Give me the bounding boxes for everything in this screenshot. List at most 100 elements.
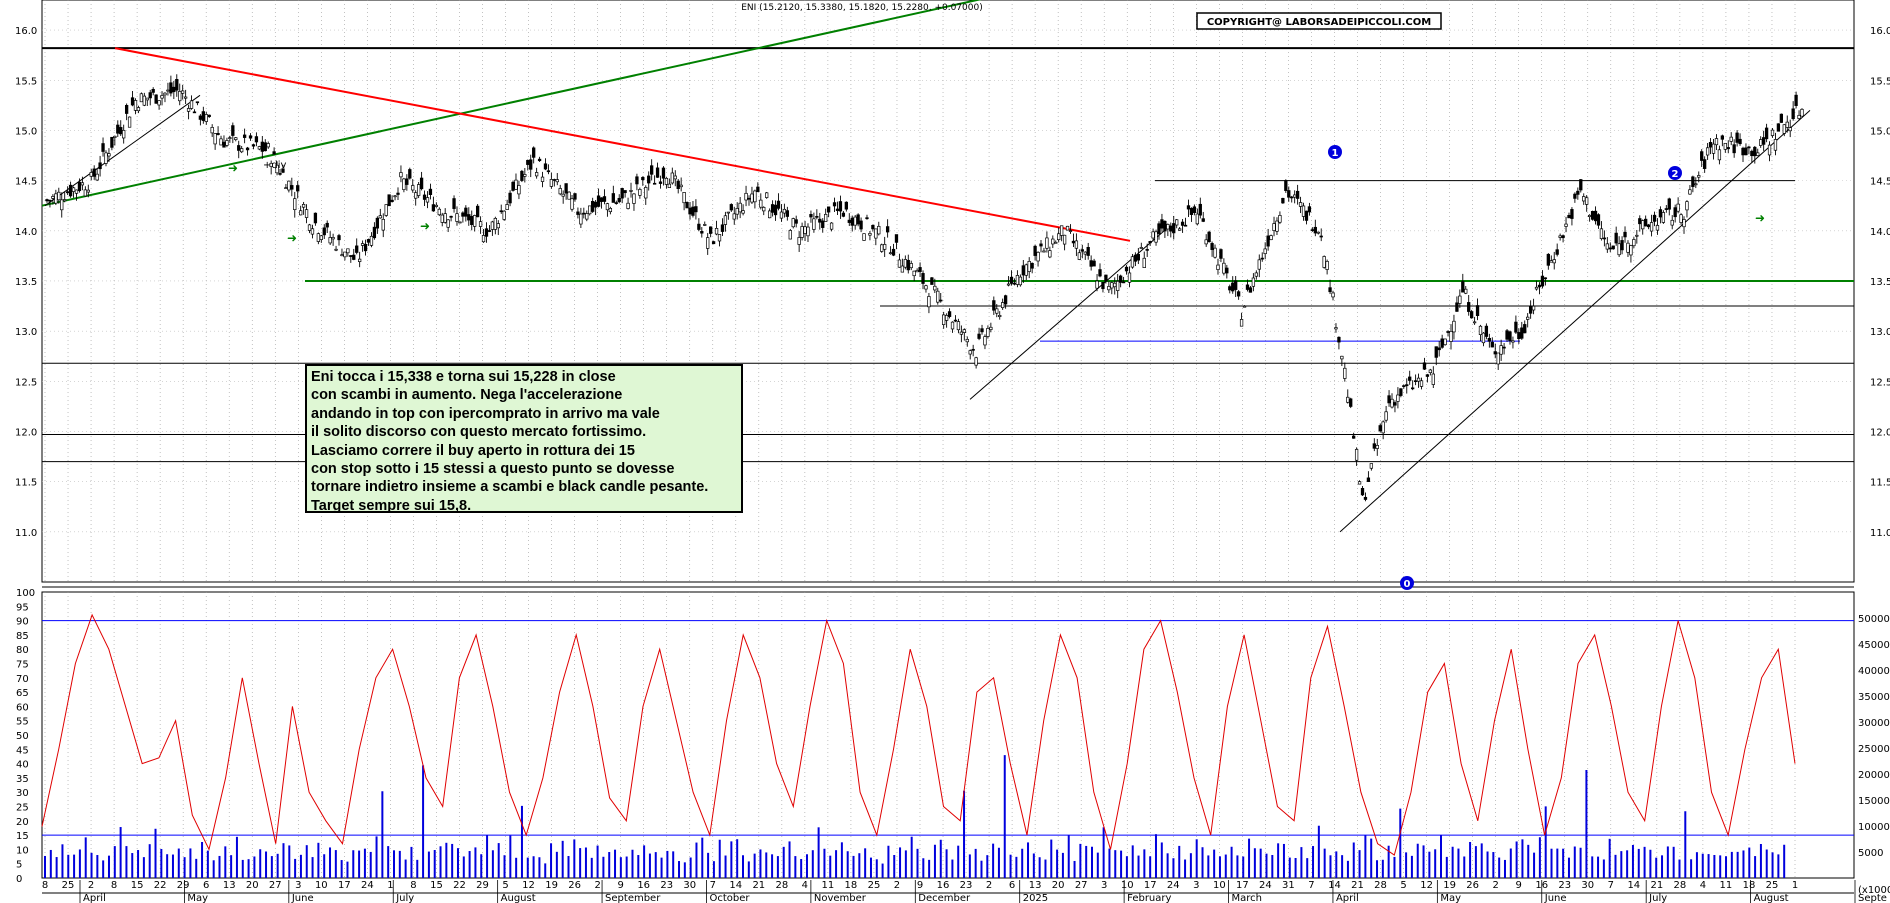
candle-body xyxy=(1776,123,1781,132)
candle-body xyxy=(378,215,382,219)
trendline-red xyxy=(114,47,1131,242)
candle-body xyxy=(977,333,981,339)
oscillator-panel: 0510152025303540455055606570758085909510… xyxy=(16,588,1890,896)
x-tick-label: 16 xyxy=(937,880,950,891)
candle-body xyxy=(1408,376,1412,381)
candle-body xyxy=(1543,277,1548,280)
candle-body xyxy=(1136,253,1140,261)
note-line: Lasciamo correre il buy aperto in rottur… xyxy=(311,442,635,459)
wave-marker xyxy=(1328,145,1342,159)
note-line: tornare indietro insieme a scambi e blac… xyxy=(311,479,709,496)
x-tick-label: 28 xyxy=(1674,880,1687,891)
candle-body xyxy=(617,197,621,203)
candle-body xyxy=(623,190,627,194)
candle-body xyxy=(664,177,669,185)
month-label: June xyxy=(291,893,314,903)
candle-body xyxy=(1759,139,1763,146)
volume-y-tick: 10000 xyxy=(1858,822,1890,833)
candle-body xyxy=(1363,496,1368,500)
candle-body xyxy=(552,179,556,181)
candle-body xyxy=(1060,225,1064,236)
candle-body xyxy=(1192,206,1197,213)
candle-body xyxy=(461,212,465,217)
candle-body xyxy=(251,144,256,147)
x-tick-label: 12 xyxy=(522,880,535,891)
candle-body xyxy=(473,215,477,227)
candle-body xyxy=(1054,241,1058,244)
x-tick-label: 30 xyxy=(683,880,696,891)
x-tick-label: 24 xyxy=(361,880,374,891)
candle-body xyxy=(1638,218,1642,225)
candle-body xyxy=(340,254,344,257)
y-tick-right: 15.5 xyxy=(1870,76,1890,87)
candle-body xyxy=(1021,265,1025,276)
candle-body xyxy=(1278,215,1282,223)
osc-y-tick: 80 xyxy=(16,645,29,656)
x-tick-label: 29 xyxy=(476,880,489,891)
candle-body xyxy=(166,89,170,92)
candle-body xyxy=(658,181,663,184)
candle-body xyxy=(1461,281,1465,293)
candle-body xyxy=(1033,245,1037,256)
candle-body xyxy=(791,218,795,228)
candle-body xyxy=(1340,355,1344,360)
candle-body xyxy=(865,217,869,220)
candle-body xyxy=(1590,211,1595,220)
candle-body xyxy=(124,104,129,114)
candle-body xyxy=(1649,222,1654,232)
candle-body xyxy=(871,224,875,230)
candle-body xyxy=(1001,302,1005,309)
candle-body xyxy=(962,329,966,333)
candle-body xyxy=(1411,387,1415,390)
candle-body xyxy=(564,183,568,194)
candle-body xyxy=(107,153,111,157)
x-tick-label: 8 xyxy=(410,880,416,891)
x-tick-label: 2 xyxy=(88,880,94,891)
candle-body xyxy=(1183,224,1188,227)
candle-body xyxy=(614,202,618,204)
candle-body xyxy=(1142,257,1146,268)
candle-body xyxy=(1257,259,1261,270)
x-tick-label: 11 xyxy=(822,880,835,891)
month-label: June xyxy=(1544,893,1567,903)
candle-body xyxy=(470,216,474,225)
candle-body xyxy=(1419,380,1424,387)
candle-body xyxy=(1593,210,1598,222)
osc-y-tick: 25 xyxy=(16,803,29,814)
candle-body xyxy=(626,202,630,209)
candle-body xyxy=(1272,223,1276,231)
candle-body xyxy=(998,314,1002,318)
candle-body xyxy=(1366,477,1371,482)
candle-body xyxy=(1116,281,1120,291)
candle-body xyxy=(411,185,415,191)
month-label: November xyxy=(814,893,867,903)
candle-body xyxy=(210,127,214,134)
candle-body xyxy=(756,186,760,192)
candle-body xyxy=(1186,205,1191,210)
candle-body xyxy=(1452,320,1456,333)
x-tick-label: 2 xyxy=(986,880,992,891)
candle-body xyxy=(1219,249,1223,259)
candle-body xyxy=(1605,243,1609,250)
candle-body xyxy=(835,208,840,211)
note-line: con scambi in aumento. Nega l'accelerazi… xyxy=(311,387,623,404)
x-tick-label: 25 xyxy=(62,880,75,891)
candle-body xyxy=(608,208,613,213)
price-axis-ticks: 11.0 11.0 11.5 11.5 12.0 12.0 12.5 12.5 13.0 13.0… xyxy=(15,26,1890,539)
candle-body xyxy=(950,321,955,330)
candle-body xyxy=(475,205,480,218)
candle-body xyxy=(1732,144,1736,154)
candle-body xyxy=(272,151,276,155)
candle-body xyxy=(372,226,377,239)
candle-body xyxy=(939,299,943,302)
candle-body xyxy=(1151,231,1155,239)
candle-body xyxy=(384,204,388,216)
y-tick-right: 13.5 xyxy=(1870,277,1890,288)
note-line: il solito discorso con questo mercato fo… xyxy=(311,424,647,441)
candle-body xyxy=(1281,197,1285,204)
candle-body xyxy=(1635,234,1639,237)
candle-body xyxy=(1157,223,1161,234)
x-tick-label: 9 xyxy=(917,880,923,891)
candle-body xyxy=(1349,398,1353,407)
